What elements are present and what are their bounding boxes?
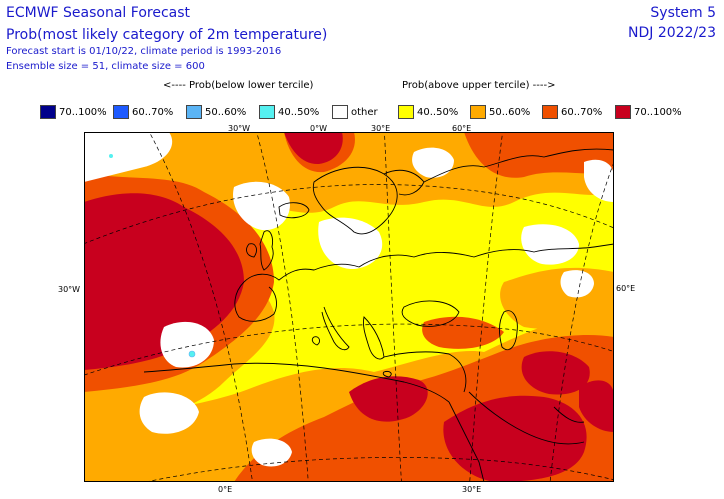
legend-item: 70..100% bbox=[40, 104, 107, 120]
field-white-scandinavia bbox=[318, 217, 383, 270]
field-cyan-spot-2 bbox=[109, 154, 113, 158]
map-panel bbox=[84, 132, 614, 482]
legend-label: other bbox=[351, 106, 378, 118]
legend-swatch bbox=[40, 105, 56, 119]
legend-swatch bbox=[332, 105, 348, 119]
legend-label: 40..50% bbox=[278, 106, 320, 118]
field-cyan-spot bbox=[188, 350, 196, 358]
legend-item: 60..70% bbox=[542, 104, 602, 120]
legend-below-caption: <---- Prob(below lower tercile) bbox=[163, 80, 314, 91]
label-left-30w: 30°W bbox=[58, 285, 81, 294]
field-darkred-norway bbox=[284, 132, 343, 165]
legend-label: 60..70% bbox=[132, 106, 174, 118]
legend-label: 50..60% bbox=[489, 106, 531, 118]
legend-item: 70..100% bbox=[615, 104, 682, 120]
legend-item: 50..60% bbox=[186, 104, 246, 120]
label-right-60e: 60°E bbox=[616, 284, 636, 293]
label-top-30w: 30°W bbox=[228, 124, 251, 133]
ensemble-info: Ensemble size = 51, climate size = 600 bbox=[6, 61, 205, 72]
field-white-africa bbox=[139, 392, 199, 434]
system-label: System 5 bbox=[650, 5, 716, 21]
legend-label: 60..70% bbox=[561, 106, 603, 118]
label-top-0w: 0°W bbox=[310, 124, 327, 133]
field-white-iberia bbox=[160, 321, 214, 368]
graticule bbox=[84, 132, 614, 482]
legend-swatch bbox=[398, 105, 414, 119]
legend-label: 40..50% bbox=[417, 106, 459, 118]
legend-label: 50..60% bbox=[205, 106, 247, 118]
legend-swatch bbox=[542, 105, 558, 119]
field-white-sahara bbox=[251, 438, 292, 467]
legend-swatch bbox=[470, 105, 486, 119]
field-darkred-caspian bbox=[521, 351, 590, 395]
legend-item: other bbox=[332, 104, 378, 120]
legend: 70..100% 60..70% 50..60% 40..50% other 40..50… bbox=[40, 104, 720, 120]
legend-swatch bbox=[615, 105, 631, 119]
field-white-atlantic-n bbox=[233, 181, 290, 231]
map-frame bbox=[84, 132, 614, 482]
label-bottom-30e: 30°E bbox=[462, 485, 482, 494]
legend-item: 50..60% bbox=[470, 104, 530, 120]
legend-swatch bbox=[113, 105, 129, 119]
legend-label: 70..100% bbox=[634, 106, 682, 118]
legend-above-caption: Prob(above upper tercile) ----> bbox=[402, 80, 556, 91]
coastlines bbox=[143, 148, 614, 482]
label-top-30e: 30°E bbox=[371, 124, 391, 133]
field-white-east bbox=[560, 270, 594, 298]
field-white-arctic bbox=[412, 147, 454, 178]
legend-label: 70..100% bbox=[59, 106, 107, 118]
legend-swatch bbox=[186, 105, 202, 119]
map-title: ECMWF Seasonal Forecast bbox=[6, 5, 191, 21]
field-darkred-mediterranean bbox=[349, 376, 428, 422]
field-darkred-persian bbox=[579, 380, 614, 432]
legend-item: 60..70% bbox=[113, 104, 173, 120]
field-white-russia bbox=[521, 224, 579, 265]
label-bottom-0e: 0°E bbox=[218, 485, 233, 494]
probability-map bbox=[84, 132, 614, 482]
legend-item: 40..50% bbox=[398, 104, 458, 120]
field-darkred-middleeast bbox=[443, 395, 587, 482]
field-darkred-atlantic bbox=[84, 193, 244, 370]
field-white-greenland bbox=[84, 132, 173, 182]
field-white-ne bbox=[584, 159, 614, 202]
map-subtitle: Prob(most likely category of 2m temperat… bbox=[6, 27, 328, 43]
label-top-60e: 60°E bbox=[452, 124, 472, 133]
legend-item: 40..50% bbox=[259, 104, 319, 120]
legend-swatch bbox=[259, 105, 275, 119]
forecast-info: Forecast start is 01/10/22, climate peri… bbox=[6, 46, 282, 57]
period-label: NDJ 2022/23 bbox=[628, 25, 716, 41]
